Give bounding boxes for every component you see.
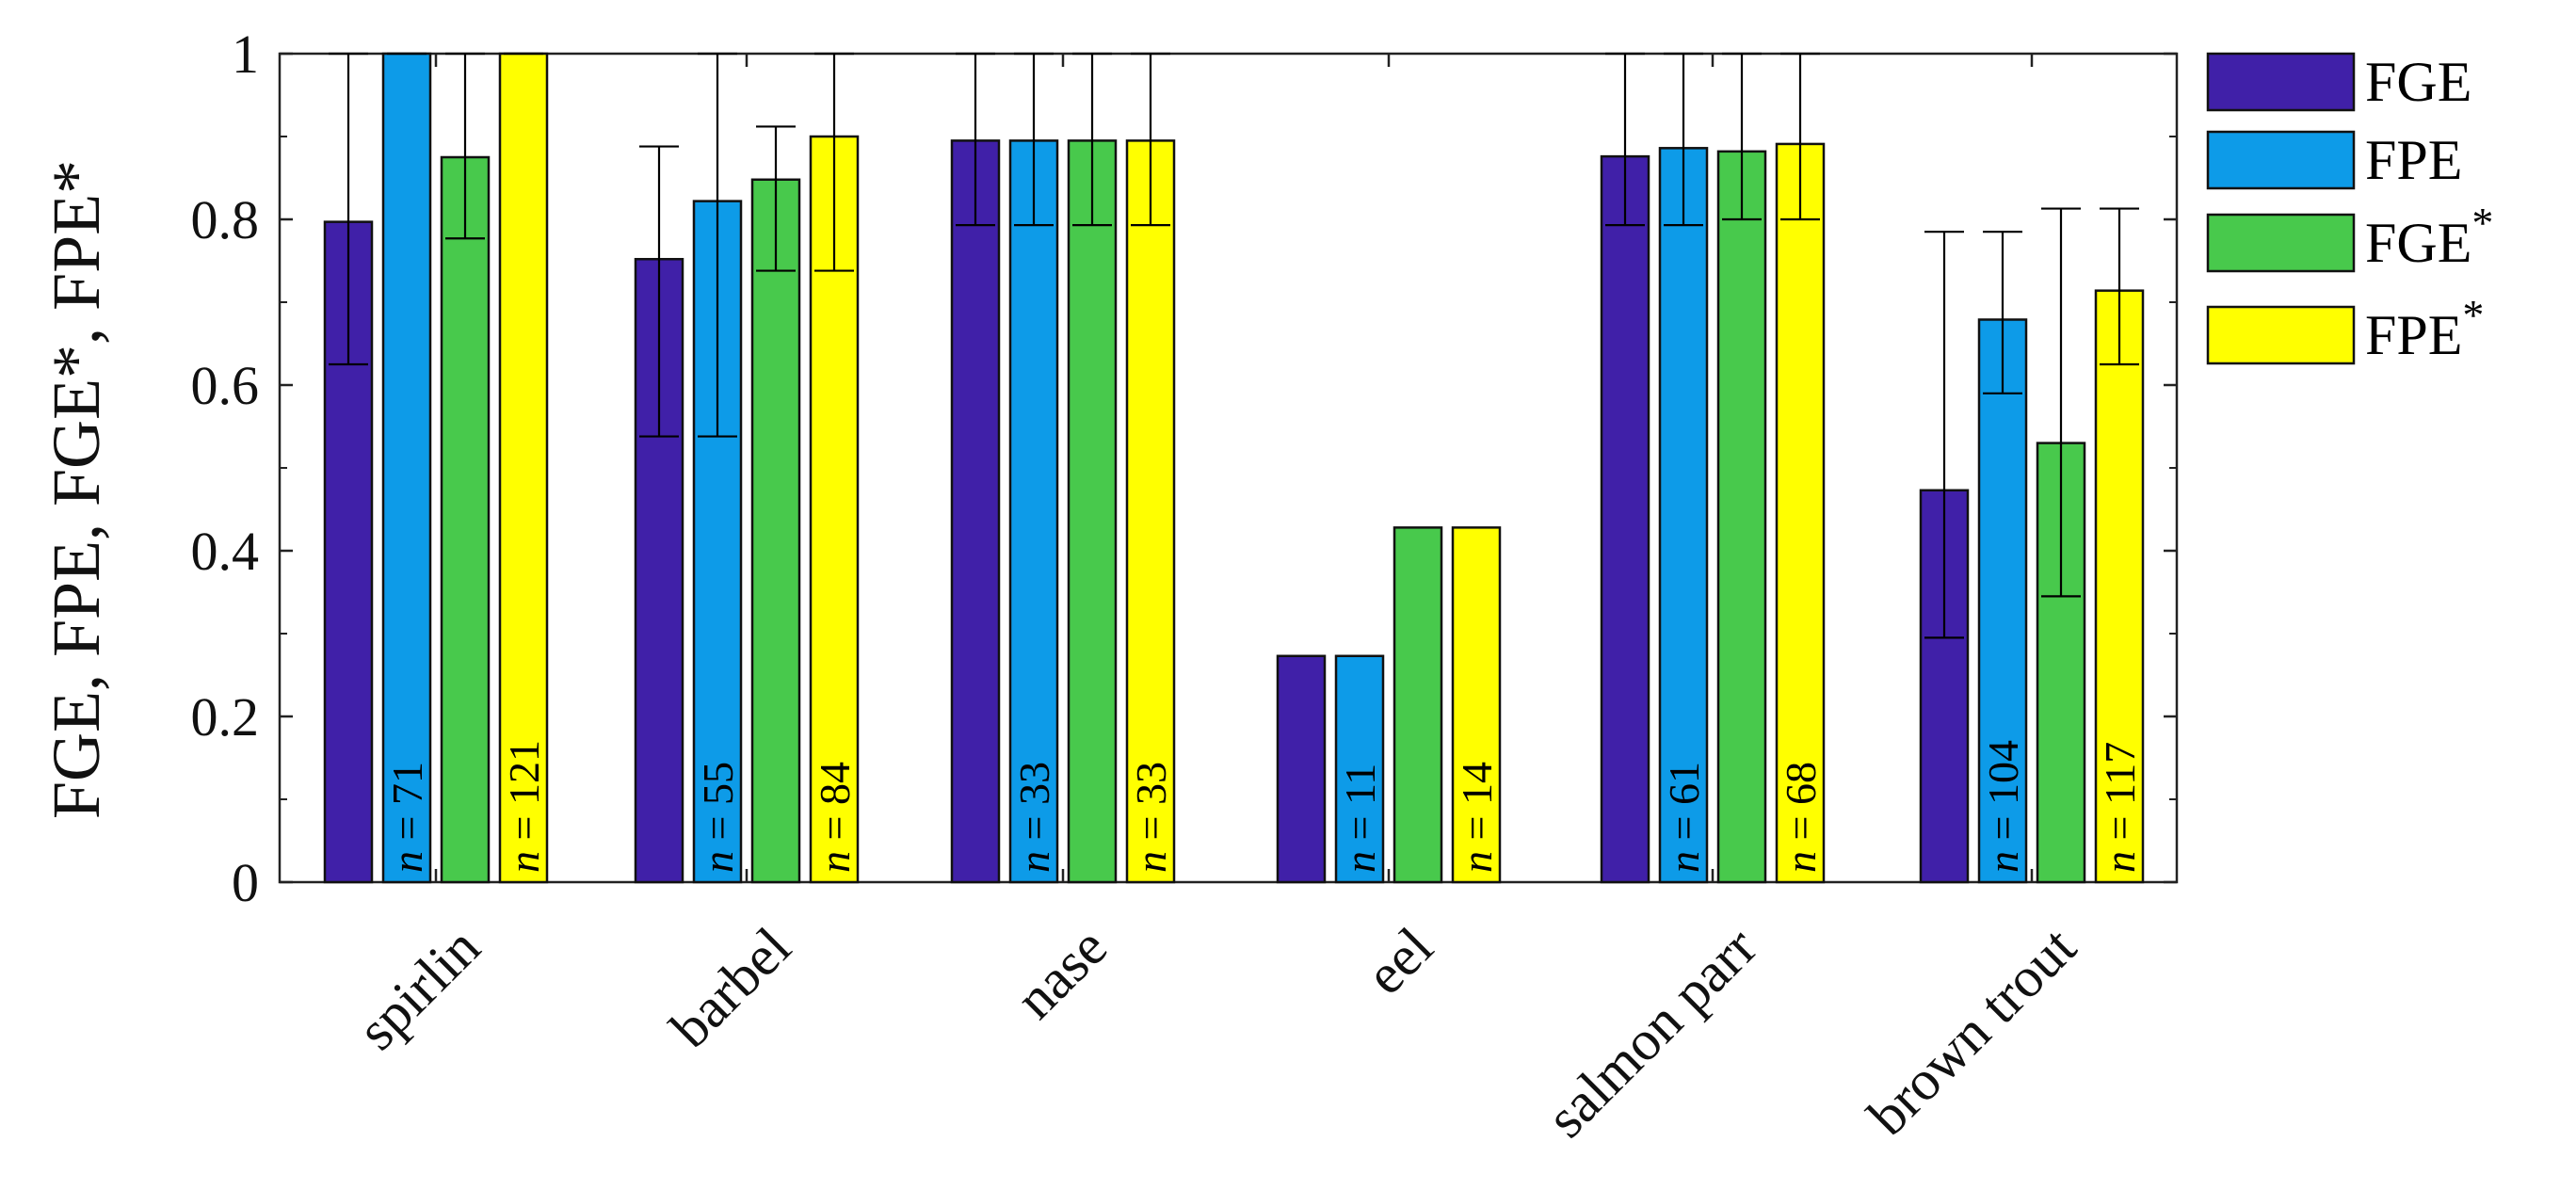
bar-fgestar xyxy=(1393,526,1443,884)
legend-swatch xyxy=(2206,130,2356,190)
n-label: n = 14 xyxy=(1453,762,1501,873)
legend-label: FGE xyxy=(2365,51,2471,113)
y-tick-label: 0.4 xyxy=(191,521,260,582)
n-label: n = 11 xyxy=(1336,764,1384,873)
axes-box xyxy=(278,52,2179,884)
y-tick-label: 1 xyxy=(232,24,259,85)
legend-swatch xyxy=(2206,213,2356,273)
y-tick-label: 0 xyxy=(232,852,259,913)
x-tick-label: barbel xyxy=(659,916,803,1060)
bar-fpestar xyxy=(2094,289,2145,884)
n-label: n = 33 xyxy=(1127,762,1175,873)
y-axis-title: FGE, FPE, FGE*, FPE* xyxy=(39,160,114,819)
legend-label: FGE* xyxy=(2365,199,2493,274)
bar-fpe xyxy=(1334,654,1385,884)
bar-fgestar xyxy=(440,155,491,884)
legend-label: FPE* xyxy=(2365,291,2484,366)
legend-swatch xyxy=(2206,305,2356,365)
n-label: n = 84 xyxy=(811,762,859,873)
n-label: n = 117 xyxy=(2096,742,2144,873)
bar-fge xyxy=(1276,654,1327,884)
legend-swatch xyxy=(2206,52,2356,112)
x-tick-label: spirlin xyxy=(346,916,491,1062)
legend-label: FPE xyxy=(2365,129,2462,191)
x-tick-label: nase xyxy=(1004,916,1119,1031)
bar-fpestar xyxy=(1775,142,1826,884)
y-axis-label: FGE, FPE, FGE*, FPE* xyxy=(39,160,114,819)
x-tick-label: eel xyxy=(1354,916,1444,1006)
n-label: n = 104 xyxy=(1979,740,2027,873)
bar-fgestar xyxy=(1716,150,1767,884)
bar-fpe xyxy=(381,52,432,884)
bar-fgestar xyxy=(750,178,801,884)
n-label: n = 71 xyxy=(383,762,431,873)
bar-fpe xyxy=(1977,318,2028,884)
y-tick-label: 0.8 xyxy=(191,189,260,250)
x-tick-label: salmon parr xyxy=(1535,916,1768,1150)
bar-fgestar xyxy=(1067,139,1118,884)
y-tick-label: 0.2 xyxy=(191,686,260,748)
n-label: n = 61 xyxy=(1660,762,1708,873)
bar-fge xyxy=(1600,154,1650,884)
n-label: n = 55 xyxy=(694,762,742,873)
legend: FGE FPE FGE* FPE* xyxy=(2206,51,2493,366)
n-label: n = 68 xyxy=(1777,762,1825,873)
n-label: n = 121 xyxy=(500,740,548,873)
x-tick-label: brown trout xyxy=(1856,915,2087,1147)
bar-fpestar xyxy=(1125,139,1176,884)
y-tick-label: 0.6 xyxy=(191,355,260,416)
bar-fpe xyxy=(1008,139,1059,884)
bar-fpestar xyxy=(1451,526,1502,884)
bar-fpestar xyxy=(498,52,549,884)
n-label: n = 33 xyxy=(1010,762,1058,873)
bar-fge xyxy=(950,139,1001,884)
